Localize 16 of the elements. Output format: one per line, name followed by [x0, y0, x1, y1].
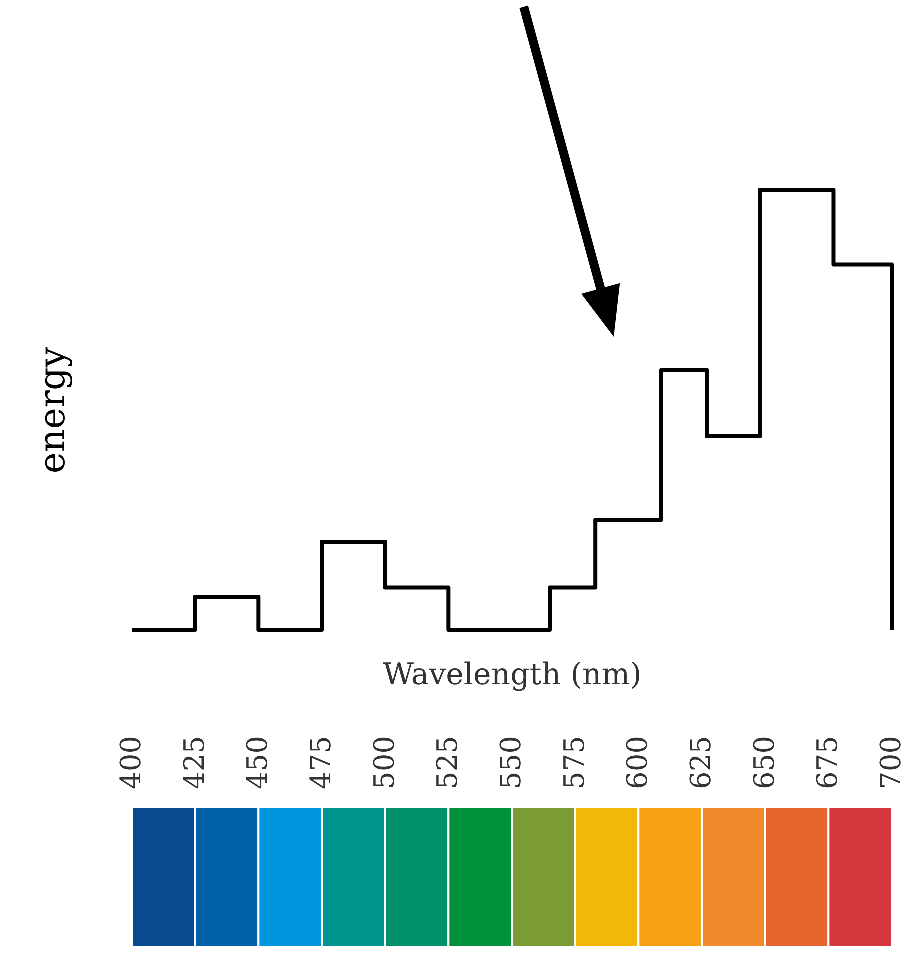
x-tick-label: 600: [621, 736, 654, 790]
x-tick-label: 475: [304, 736, 338, 790]
x-tick-label: 575: [558, 736, 591, 790]
x-tick-label: 400: [114, 736, 148, 790]
x-tick-label: 450: [241, 736, 274, 790]
picture-spectrum: 400 425 450 475 500 525 550 575 600 625 650 675 700: [114, 736, 908, 948]
x-axis-title: Wavelength (nm): [383, 658, 642, 692]
y-axis-title: energy: [32, 346, 74, 474]
x-tick-label: 675: [811, 736, 844, 790]
x-tick-label: 650: [748, 736, 781, 790]
x-tick-label: 525: [431, 736, 464, 790]
x-tick-label: 550: [494, 736, 528, 790]
x-tick-label: 625: [684, 736, 718, 790]
x-tick-label: 425: [178, 736, 211, 790]
x-tick-label: 500: [368, 736, 401, 790]
x-tick-label: 700: [874, 736, 908, 790]
